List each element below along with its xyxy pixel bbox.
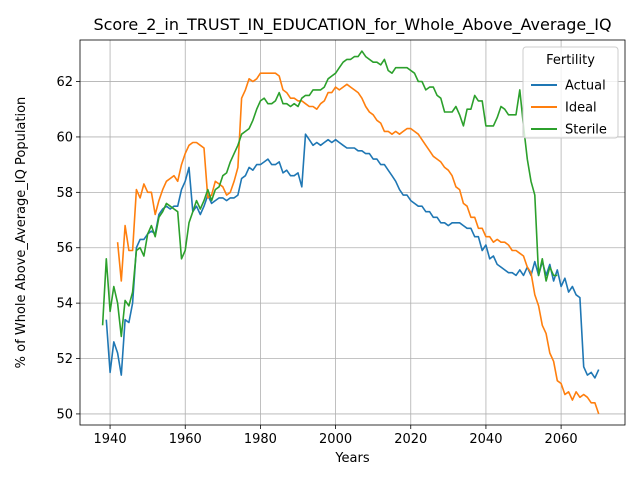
y-tick-label: 58 bbox=[56, 186, 73, 201]
y-tick-label: 60 bbox=[56, 130, 73, 145]
x-axis-label: Years bbox=[334, 451, 370, 466]
legend-title: Fertility bbox=[546, 53, 595, 68]
legend-box bbox=[522, 46, 619, 139]
x-tick-label: 2000 bbox=[319, 432, 352, 447]
x-tick-label: 1960 bbox=[169, 432, 202, 447]
x-tick-label: 1980 bbox=[244, 432, 277, 447]
series-line-actual bbox=[105, 133, 600, 379]
y-axis: 50 52 54 56 58 60 62 bbox=[56, 75, 80, 422]
y-tick-label: 54 bbox=[56, 297, 73, 312]
chart-title: Score_2_in_TRUST_IN_EDUCATION_for_Whole_… bbox=[93, 15, 611, 35]
y-tick-label: 56 bbox=[56, 241, 73, 256]
x-tick-label: 2040 bbox=[469, 432, 502, 447]
legend-label-ideal: Ideal bbox=[565, 101, 597, 116]
x-axis: 1940 1960 1980 2000 2020 2040 2060 bbox=[94, 425, 578, 447]
x-tick-label: 1940 bbox=[94, 432, 127, 447]
series-line-sterile bbox=[101, 50, 558, 338]
legend-label-actual: Actual bbox=[565, 79, 606, 94]
legend-label-sterile: Sterile bbox=[565, 123, 607, 138]
plot-frame bbox=[79, 39, 626, 426]
y-tick-label: 62 bbox=[56, 75, 73, 90]
x-tick-label: 2020 bbox=[394, 432, 427, 447]
legend: Fertility Actual Ideal Sterile bbox=[522, 46, 619, 139]
series-layer bbox=[101, 50, 600, 415]
x-tick-label: 2060 bbox=[545, 432, 578, 447]
series-line-ideal bbox=[116, 72, 600, 415]
y-tick-label: 52 bbox=[56, 352, 73, 367]
y-axis-label: % of Whole Above_Average_IQ Population bbox=[14, 97, 29, 369]
y-tick-label: 50 bbox=[56, 407, 73, 422]
grid bbox=[80, 40, 625, 425]
